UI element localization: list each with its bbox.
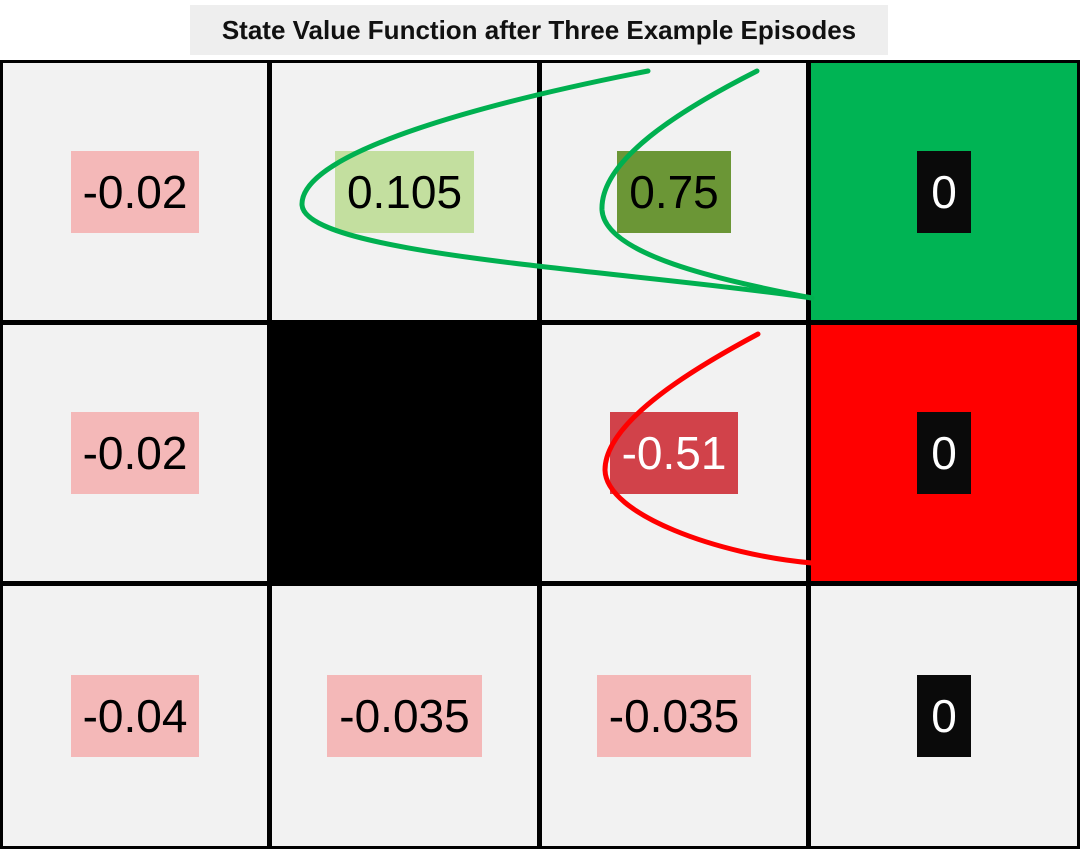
diagram-title: State Value Function after Three Example… bbox=[190, 5, 888, 55]
terminal-value: 0 bbox=[917, 150, 971, 233]
terminal-value: 0 bbox=[917, 412, 971, 494]
state-value: -0.035 bbox=[327, 675, 482, 757]
cell-r1-c2: 0.105 bbox=[272, 63, 537, 320]
cell-r2-c2-wall bbox=[272, 325, 537, 581]
cell-r3-c2: -0.035 bbox=[272, 586, 537, 846]
cell-r2-c3: -0.51 bbox=[542, 325, 806, 581]
state-value: 0.75 bbox=[617, 150, 731, 233]
cell-r2-c4-pit: 0 bbox=[811, 325, 1077, 581]
cell-r2-c1: -0.02 bbox=[3, 325, 267, 581]
cell-r1-c3: 0.75 bbox=[542, 63, 806, 320]
cell-r3-c3: -0.035 bbox=[542, 586, 806, 846]
state-value: -0.51 bbox=[609, 412, 739, 494]
state-value: -0.02 bbox=[70, 150, 200, 233]
state-value: 0.105 bbox=[334, 150, 475, 233]
terminal-value: 0 bbox=[917, 675, 971, 757]
cell-r1-c1: -0.02 bbox=[3, 63, 267, 320]
gridworld: -0.02 0.105 0.75 0 -0.02 -0.51 0 -0.04 -… bbox=[0, 60, 1080, 849]
cell-r1-c4-goal: 0 bbox=[811, 63, 1077, 320]
cell-r3-c4: 0 bbox=[811, 586, 1077, 846]
state-value: -0.04 bbox=[70, 675, 200, 757]
state-value: -0.035 bbox=[596, 675, 752, 757]
cell-r3-c1: -0.04 bbox=[3, 586, 267, 846]
state-value: -0.02 bbox=[70, 412, 200, 494]
